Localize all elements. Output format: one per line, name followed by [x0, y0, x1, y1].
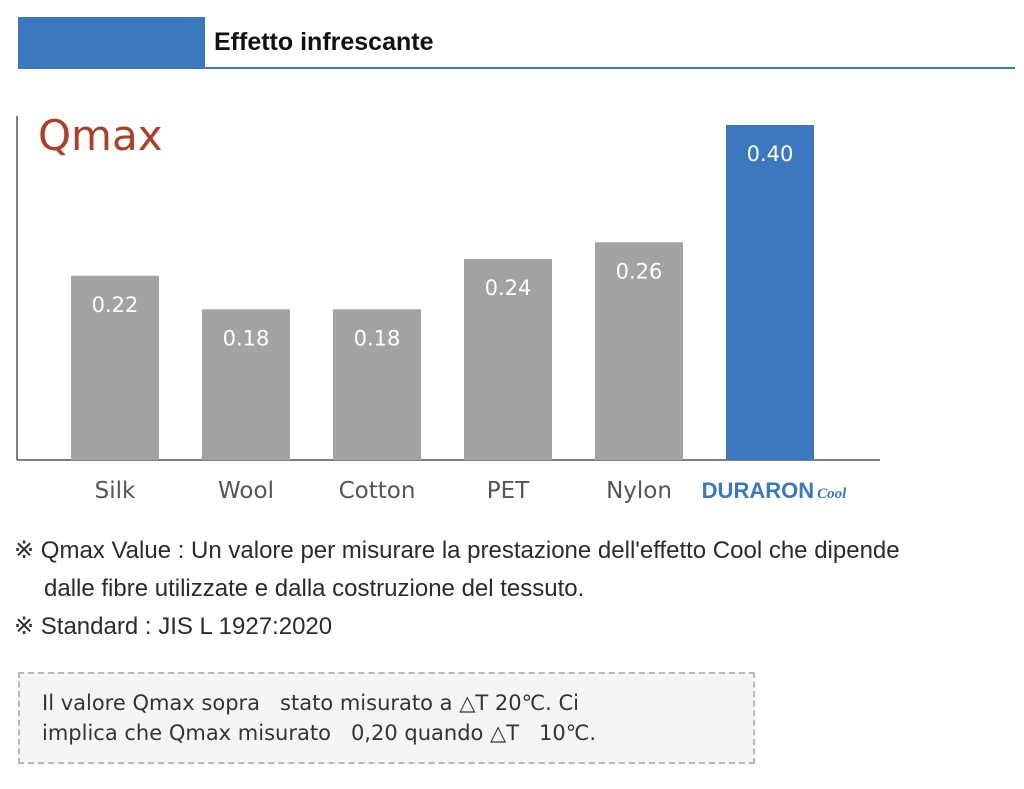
chart-title: Qmax [38, 111, 163, 160]
header-divider [18, 67, 1015, 69]
category-label: PET [487, 478, 530, 504]
bar-silk [71, 275, 159, 460]
header-accent-block [18, 17, 205, 68]
info-box-text: Il valore Qmax sopra stato misurato a △T… [42, 688, 742, 748]
value-label: 0.18 [354, 326, 401, 350]
info-box-line-1: Il valore Qmax sopra stato misurato a △T… [42, 691, 580, 715]
info-box-line-2: implica che Qmax misurato 0,20 quando △T… [42, 721, 597, 745]
note-qmax-definition-cont: dalle fibre utilizzate e dalla costruzio… [44, 575, 585, 602]
bar-pet [464, 259, 552, 460]
page-title: Effetto infrescante [214, 28, 434, 56]
bar-cotton [333, 309, 421, 460]
note-qmax-definition: ※ Qmax Value : Un valore per misurare la… [14, 537, 900, 564]
bar-duraron-cool [726, 125, 814, 460]
category-label: Nylon [606, 478, 672, 504]
notes-section: ※ Qmax Value : Un valore per misurare la… [14, 532, 1004, 646]
value-label: 0.26 [616, 259, 663, 283]
category-label: Wool [218, 478, 274, 504]
value-label: 0.24 [485, 276, 532, 300]
info-box: Il valore Qmax sopra stato misurato a △T… [18, 672, 755, 764]
category-label: DURARON Cool [702, 478, 847, 503]
bars-layer: 0.22 Silk 0.18 Wool 0.18 Cotton 0.24 PET 0.26 Nyl… [71, 125, 847, 504]
category-label: Silk [95, 478, 136, 504]
category-label: Cotton [339, 478, 416, 504]
value-label: 0.22 [92, 293, 139, 317]
qmax-bar-chart: Qmax 0.22Silk0.18Wool0.18Cotton0.24PET0.… [16, 111, 880, 504]
bar-wool [202, 309, 290, 460]
value-label: 0.40 [747, 142, 794, 166]
note-standard: ※ Standard : JIS L 1927:2020 [14, 613, 333, 640]
bar-nylon [595, 242, 683, 460]
value-label: 0.18 [223, 326, 270, 350]
